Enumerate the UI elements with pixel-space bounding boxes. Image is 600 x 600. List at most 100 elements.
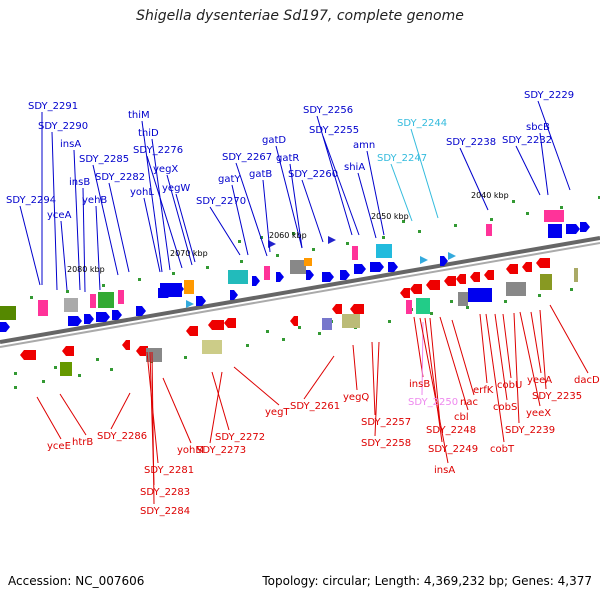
top-label-leader-19 [262, 179, 271, 253]
cds-dot-2 [78, 374, 81, 377]
bottom-label-sdy-2235-28[interactable]: SDY_2235 [532, 391, 582, 402]
bottom-label-leader-21 [479, 313, 488, 384]
bottom-label-ycee-0[interactable]: yceE [47, 441, 71, 452]
top-label-leader-20 [289, 163, 303, 249]
bottom-label-sdy-2257-12[interactable]: SDY_2257 [361, 417, 411, 428]
top-label-sdy-2291-0[interactable]: SDY_2291 [28, 101, 78, 112]
top-label-gatr-20[interactable]: gatR [276, 153, 299, 164]
gene-box-59 [406, 300, 412, 314]
top-label-sdy-2256-22[interactable]: SDY_2256 [303, 105, 353, 116]
gene-box-50 [118, 290, 124, 304]
gene-forward-15 [354, 264, 366, 274]
bottom-label-erfk-21[interactable]: erfK [473, 385, 494, 396]
bottom-label-sdy-2281-4[interactable]: SDY_2281 [144, 465, 194, 476]
bottom-label-leader-12 [371, 341, 376, 416]
bottom-label-sdy-2258-13[interactable]: SDY_2258 [361, 438, 411, 449]
top-label-sdy-2267-17[interactable]: SDY_2267 [222, 152, 272, 163]
top-label-leader-8 [108, 182, 130, 273]
top-label-insb-5[interactable]: insB [69, 177, 90, 188]
top-label-sdy-2247-27[interactable]: SDY_2247 [377, 153, 427, 164]
bottom-label-sdy-2239-25[interactable]: SDY_2239 [505, 425, 555, 436]
gene-forward-13 [322, 272, 334, 282]
bottom-label-sdy-2250-15[interactable]: SDY_2250 [408, 397, 458, 408]
top-label-sdy-2285-7[interactable]: SDY_2285 [79, 154, 129, 165]
top-label-leader-13 [143, 197, 161, 273]
top-label-yehb-6[interactable]: yehB [82, 195, 107, 206]
bottom-label-dacd-29[interactable]: dacD [574, 375, 600, 386]
top-label-amn-24[interactable]: amn [353, 140, 375, 151]
bottom-label-sdy-2286-2[interactable]: SDY_2286 [97, 431, 147, 442]
gene-box-48 [90, 294, 96, 308]
top-label-leader-31 [515, 145, 541, 196]
bottom-label-insb-14[interactable]: insB [409, 379, 430, 390]
top-label-sdy-2255-23[interactable]: SDY_2255 [309, 125, 359, 136]
gene-box-22 [160, 283, 182, 297]
gene-box-58 [416, 298, 430, 314]
cds-dot-8 [282, 338, 285, 341]
top-label-gatd-18[interactable]: gatD [262, 135, 286, 146]
top-label-sdy-2244-26[interactable]: SDY_2244 [397, 118, 447, 129]
gene-forward-1 [68, 316, 82, 326]
bottom-label-sdy-2284-6[interactable]: SDY_2284 [140, 506, 190, 517]
gene-box-24 [548, 224, 562, 238]
gene-forward-11 [276, 272, 284, 282]
bottom-label-yegq-11[interactable]: yegQ [343, 392, 369, 403]
bottom-label-insa-20[interactable]: insA [434, 465, 455, 476]
bottom-label-sdy-2261-10[interactable]: SDY_2261 [290, 401, 340, 412]
gene-reverse-27 [122, 340, 130, 350]
top-label-thim-9[interactable]: thiM [128, 110, 150, 121]
bottom-label-yeex-27[interactable]: yeeX [526, 408, 551, 419]
bottom-label-htrb-1[interactable]: htrB [72, 437, 93, 448]
top-label-sdy-2232-31[interactable]: SDY_2232 [502, 135, 552, 146]
top-label-sdy-2294-3[interactable]: SDY_2294 [6, 195, 56, 206]
bottom-label-yohm-3[interactable]: yohM [177, 445, 204, 456]
bottom-label-nac-16[interactable]: nac [460, 397, 478, 408]
top-label-leader-18 [275, 145, 303, 249]
bottom-label-leader-1 [59, 393, 87, 436]
gene-reverse-32 [290, 316, 298, 326]
top-label-insa-2[interactable]: insA [60, 139, 81, 150]
cds-dot-44 [402, 220, 405, 223]
top-label-sdy-2276-11[interactable]: SDY_2276 [133, 145, 183, 156]
top-label-sdy-2229-29[interactable]: SDY_2229 [524, 90, 574, 101]
bottom-label-sdy-2272-7[interactable]: SDY_2272 [215, 432, 265, 443]
gene-reverse-39 [456, 274, 466, 284]
gene-forward-10 [252, 276, 260, 286]
top-label-shia-25[interactable]: shiA [344, 162, 365, 173]
top-label-leader-17 [235, 162, 268, 257]
top-label-sdy-2282-8[interactable]: SDY_2282 [95, 172, 145, 183]
bottom-label-yeea-26[interactable]: yeeA [527, 375, 552, 386]
bottom-label-cobu-22[interactable]: cobU [497, 380, 522, 391]
cds-dot-13 [466, 306, 469, 309]
gene-box-70 [342, 314, 360, 328]
top-label-sdy-2238-28[interactable]: SDY_2238 [446, 137, 496, 148]
bottom-label-sdy-2249-19[interactable]: SDY_2249 [428, 444, 478, 455]
top-label-yohl-13[interactable]: yohL [130, 187, 154, 198]
top-label-gatb-19[interactable]: gatB [249, 169, 272, 180]
kbp-tick-3: 2050 kbp [371, 212, 409, 221]
top-label-leader-4 [60, 220, 68, 291]
cds-dot-30 [490, 218, 493, 221]
top-label-yegx-12[interactable]: yegX [153, 164, 178, 175]
top-label-ycea-4[interactable]: yceA [47, 210, 72, 221]
bottom-label-cobt-24[interactable]: cobT [490, 444, 515, 455]
top-label-sdy-2260-21[interactable]: SDY_2260 [288, 169, 338, 180]
top-label-yegw-14[interactable]: yegW [162, 183, 190, 194]
bottom-label-yegt-9[interactable]: yegT [265, 407, 290, 418]
bottom-label-leader-17 [439, 316, 469, 411]
bottom-label-sdy-2283-5[interactable]: SDY_2283 [140, 487, 190, 498]
bottom-label-sdy-2273-8[interactable]: SDY_2273 [196, 445, 246, 456]
top-label-sdy-2270-15[interactable]: SDY_2270 [196, 196, 246, 207]
top-label-gaty-16[interactable]: gatY [218, 174, 241, 185]
top-label-thid-10[interactable]: thiD [138, 128, 159, 139]
top-label-sbcb-30[interactable]: sbcB [526, 122, 550, 133]
bottom-label-sdy-2248-18[interactable]: SDY_2248 [426, 425, 476, 436]
gene-reverse-36 [410, 284, 422, 294]
bottom-label-cobs-23[interactable]: cobS [493, 402, 517, 413]
gene-reverse-41 [484, 270, 494, 280]
cds-dot-5 [184, 356, 187, 359]
cds-dot-41 [238, 240, 241, 243]
bottom-label-cbl-17[interactable]: cbl [454, 412, 469, 423]
top-label-sdy-2290-1[interactable]: SDY_2290 [38, 121, 88, 132]
cds-dot-11 [388, 320, 391, 323]
